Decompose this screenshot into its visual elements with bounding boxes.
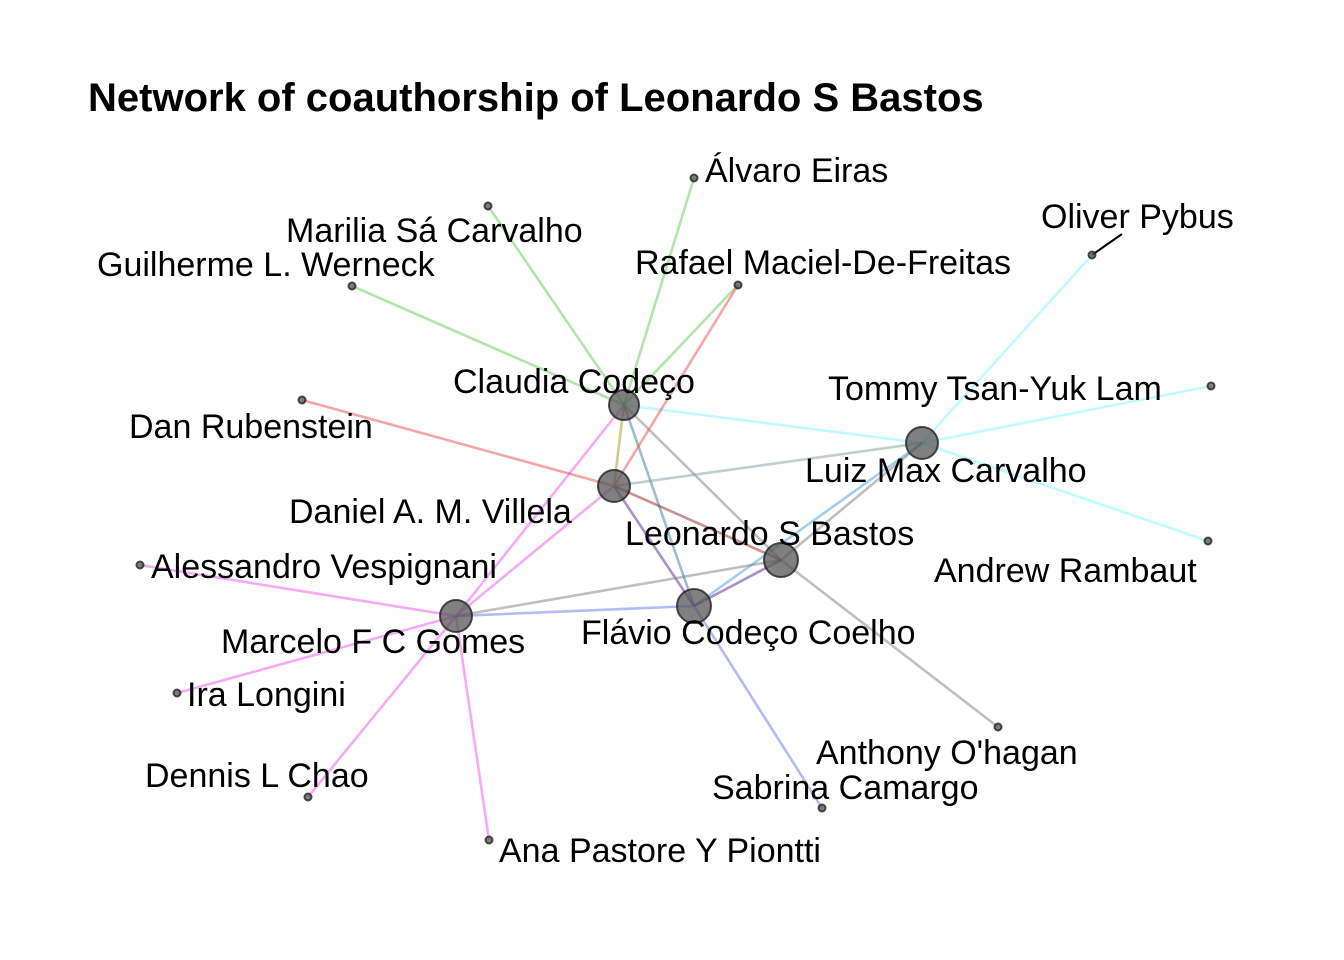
labels-layer: Leonardo S Bastos Claudia Codeço Daniel A.… [97,152,1234,870]
node-label-anthony: Anthony O'hagan [816,734,1078,772]
edge-claudia-marilia [486,205,626,406]
node-marilia [483,201,493,211]
node-luizmax [905,426,939,460]
edge-daniel-luizmax [613,441,923,488]
node-label-dennis: Dennis L Chao [145,757,369,795]
node-label-daniel: Daniel A. M. Villela [289,493,572,531]
edge-daniel-rafael [612,284,740,487]
node-alessandro [135,560,145,570]
node-label-ana: Ana Pastore Y Piontti [499,832,821,870]
node-claudia [608,389,640,421]
label-leaders-layer [1091,233,1123,256]
node-oliver [1087,250,1097,260]
edge-claudia-guilherme [351,284,625,407]
edge-claudia-rafael [623,284,739,406]
node-daniel [597,469,631,503]
node-label-sabrina: Sabrina Camargo [712,769,978,807]
node-label-alessandro: Alessandro Vespignani [151,548,497,586]
node-label-tommy: Tommy Tsan-Yuk Lam [828,370,1162,408]
edge-claudia-marcelo [454,404,626,617]
edge-daniel-leonardo [613,484,782,562]
node-label-luizmax: Luiz Max Carvalho [805,452,1087,490]
node-label-rafael: Rafael Maciel-De-Freitas [635,244,1011,282]
edge-daniel-flavio [612,485,696,607]
node-label-dan: Dan Rubenstein [129,408,373,446]
edge-luizmax-flavio [693,441,923,608]
node-rafael [733,280,743,290]
node-flavio [676,588,712,624]
node-label-alvaro: Álvaro Eiras [705,152,888,190]
node-label-ira: Ira Longini [187,676,346,714]
node-ira [172,688,182,698]
diagram-title: Network of coauthorship of Leonardo S Ba… [88,76,984,120]
edge-claudia-alvaro [622,177,696,406]
edge-daniel-marcelo [455,484,615,618]
node-dan [297,395,307,405]
node-label-oliver: Oliver Pybus [1041,198,1234,236]
edge-flavio-marcelo [455,604,695,618]
edge-claudia-leonardo [623,404,782,561]
node-sabrina [817,803,827,813]
edge-flavio-sabrina [692,605,824,809]
edge-marcelo-ira [176,614,457,695]
node-label-leonardo: Leonardo S Bastos [625,515,914,553]
node-label-guilherme: Guilherme L. Werneck [97,246,436,284]
node-alvaro [689,173,699,183]
node-label-marilia: Marilia Sá Carvalho [286,212,583,250]
edge-daniel-dan [301,398,615,488]
nodes-layer [135,173,1216,845]
node-label-claudia: Claudia Codeço [453,363,695,401]
edge-luizmax-leonardo [780,441,923,562]
node-dennis [303,792,313,802]
node-label-marcelo: Marcelo F C Gomes [221,623,525,661]
edge-leonardo-marcelo [455,558,782,618]
node-ana [484,835,494,845]
node-marcelo [439,599,473,633]
edge-claudia-luizmax [623,403,923,445]
edge-luizmax-tommy [921,384,1212,445]
edge-marcelo-ana [454,615,491,841]
node-tommy [1206,381,1216,391]
node-label-flavio: Flávio Codeço Coelho [581,614,916,652]
node-anthony [993,722,1003,732]
leader-line-oliver [1091,233,1123,256]
edge-luizmax-andrew [921,441,1209,543]
node-label-andrew: Andrew Rambaut [934,552,1197,590]
edge-marcelo-alessandro [139,563,457,618]
edge-leonardo-anthony [780,558,999,729]
edge-luizmax-oliver [921,254,1093,444]
node-andrew [1203,536,1213,546]
node-leonardo [763,542,799,578]
edge-marcelo-dennis [306,615,458,798]
node-guilherme [347,281,357,291]
